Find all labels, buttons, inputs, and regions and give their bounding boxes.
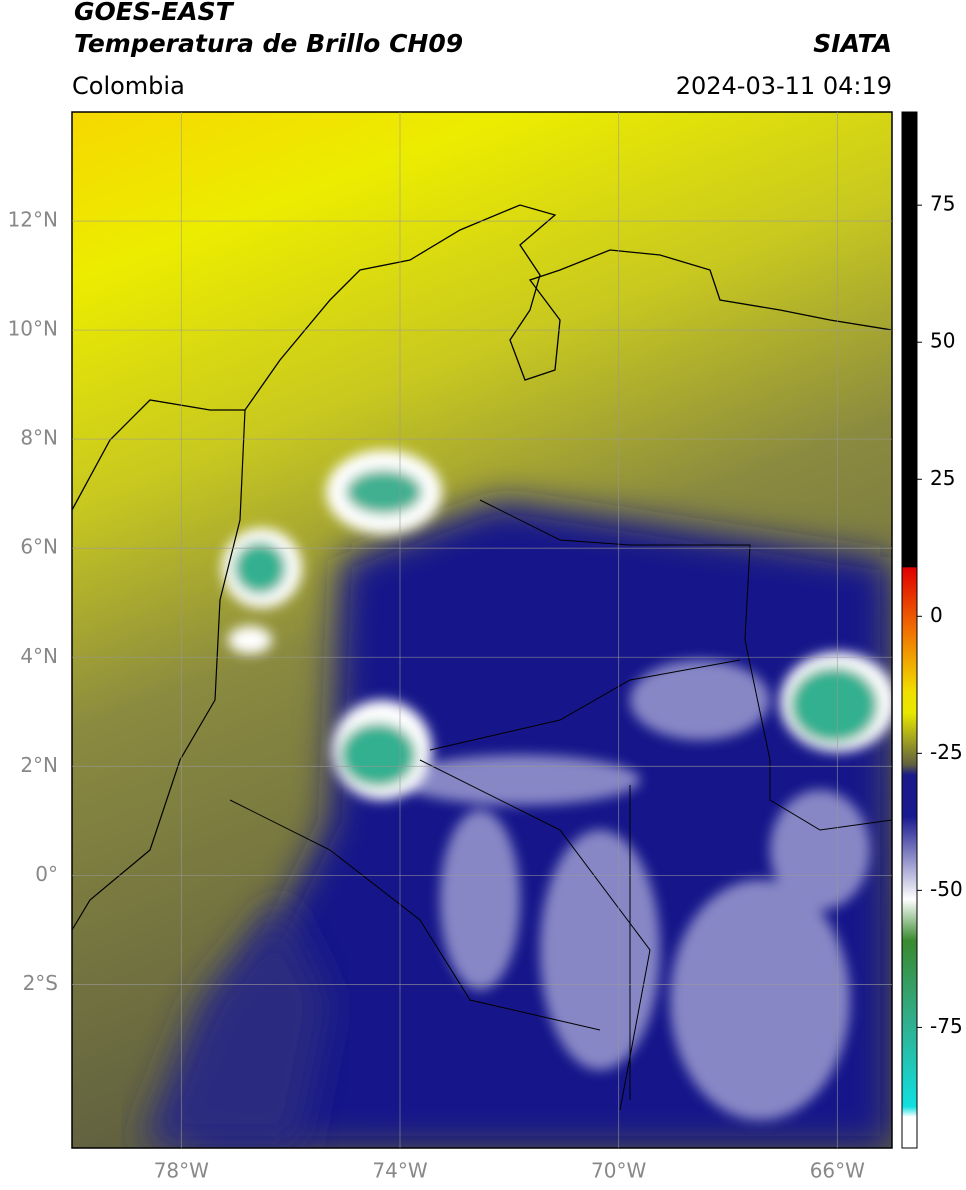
colorbar: [901, 111, 918, 1149]
title-line1: GOES-EAST: [74, 0, 235, 26]
colorbar-tick-label: 50: [930, 329, 955, 353]
y-tick-label: 6°N: [20, 535, 58, 559]
y-tick-label: 10°N: [8, 317, 58, 341]
y-tick-label: 2°S: [23, 971, 58, 995]
x-tick-label: 70°W: [591, 1159, 646, 1183]
colorbar-tick-label: 25: [930, 466, 955, 490]
y-tick-label: 8°N: [20, 426, 58, 450]
source: SIATA: [813, 29, 892, 58]
y-tick-label: 0°: [35, 862, 58, 886]
colorbar-tick-label: 75: [930, 192, 955, 216]
region: Colombia: [72, 72, 185, 100]
map-frame: [71, 111, 893, 1149]
title-line2: Temperatura de Brillo CH09: [74, 29, 463, 58]
colorbar-tick-label: -75: [930, 1014, 963, 1038]
colorbar-tick-label: -25: [930, 740, 963, 764]
colorbar-tick-label: 0: [930, 603, 943, 627]
y-tick-label: 12°N: [8, 208, 58, 232]
x-tick-label: 78°W: [154, 1159, 209, 1183]
x-tick-label: 74°W: [372, 1159, 427, 1183]
y-tick-label: 4°N: [20, 644, 58, 668]
satellite-image: [72, 112, 892, 1148]
colorbar-tick-label: -50: [930, 877, 963, 901]
x-tick-label: 66°W: [810, 1159, 865, 1183]
y-tick-label: 2°N: [20, 753, 58, 777]
datetime: 2024-03-11 04:19: [676, 72, 892, 100]
